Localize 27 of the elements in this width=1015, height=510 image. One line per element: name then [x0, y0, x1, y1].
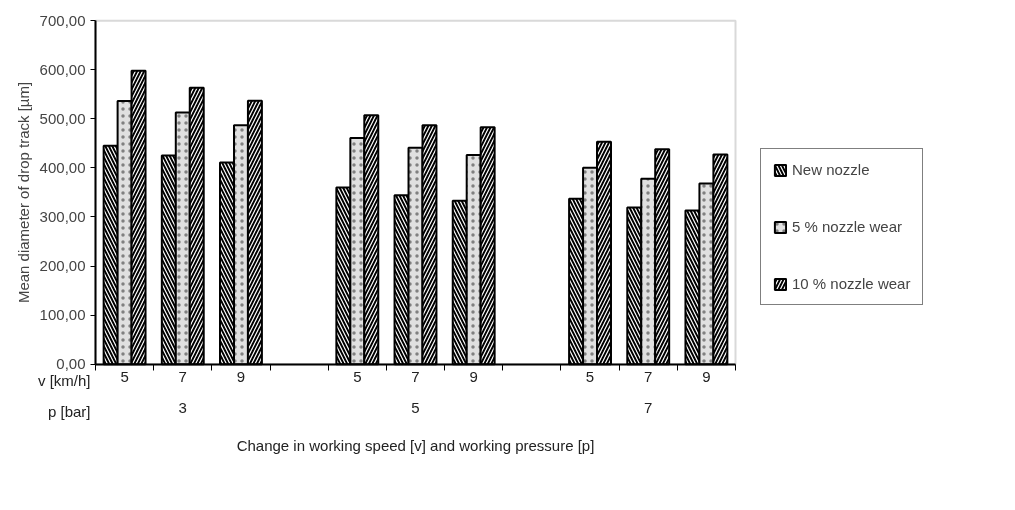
y-tick-label: 200,00	[39, 257, 86, 275]
legend-label: New nozzle	[792, 161, 871, 178]
x-tick-label: 9	[236, 368, 246, 386]
y-tick-label: 300,00	[39, 207, 86, 225]
x-axis-title: Change in working speed [v] and working pressure [p]	[236, 436, 595, 454]
x-tick-label: 7	[644, 368, 653, 386]
x-tick-label: 5	[120, 368, 129, 386]
y-tick-label: 0,00	[56, 355, 86, 373]
x-tick-label: 5	[353, 368, 362, 386]
x-tick-label: 9	[702, 368, 711, 386]
y-tick-label: 600,00	[39, 60, 86, 78]
x-tick-label: 5	[585, 368, 595, 386]
x-tick-label: 7	[178, 368, 187, 386]
text: p [bar]	[47, 402, 91, 420]
text: 3	[178, 398, 187, 416]
x-tick-label: 9	[469, 368, 478, 386]
y-tick-label: 400,00	[39, 158, 86, 176]
y-tick-label: 700,00	[39, 11, 86, 29]
legend-label: 5 % nozzle wear	[792, 218, 903, 235]
y-tick-label: 100,00	[39, 306, 86, 324]
text: v [km/h]	[37, 372, 91, 390]
y-tick-label: 500,00	[39, 109, 86, 127]
y-axis-title: Mean diameter of drop track [µm]	[14, 81, 32, 304]
x-tick-label: 7	[411, 368, 420, 386]
text: 5	[411, 398, 420, 416]
text: 7	[644, 398, 653, 416]
legend-label: 10 % nozzle wear	[792, 275, 911, 292]
